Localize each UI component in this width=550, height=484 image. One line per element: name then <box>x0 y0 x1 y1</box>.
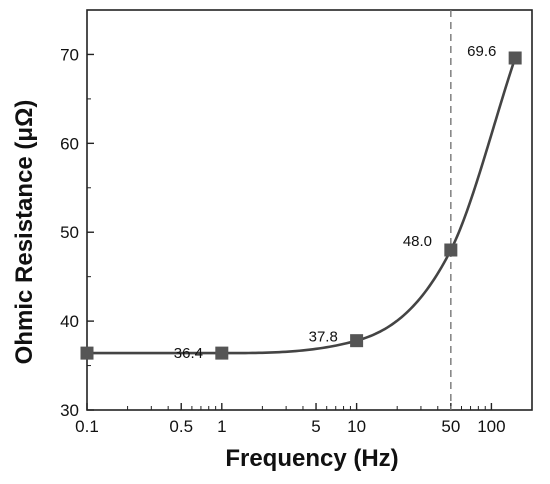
y-axis-title: Ohmic Resistance (μΩ) <box>11 100 38 365</box>
x-tick-label: 10 <box>347 417 366 436</box>
data-point <box>215 346 229 360</box>
data-point <box>508 51 522 65</box>
data-label: 69.6 <box>467 43 496 60</box>
axis-tick-labels: 0.1 0.5 1 5 10 50 100 30 40 50 60 70 <box>60 45 506 436</box>
y-tick-label: 30 <box>60 401 79 420</box>
plot-frame <box>86 9 533 411</box>
y-tick-label: 70 <box>60 45 79 64</box>
y-tick-label: 40 <box>60 312 79 331</box>
data-label: 37.8 <box>309 329 338 346</box>
x-axis-title: Frequency (Hz) <box>225 445 398 472</box>
data-markers <box>80 51 522 360</box>
y-tick-label: 50 <box>60 223 79 242</box>
data-point <box>80 346 94 360</box>
x-tick-label: 100 <box>477 417 505 436</box>
x-tick-label: 0.5 <box>169 417 193 436</box>
data-label: 36.4 <box>174 345 203 362</box>
x-tick-label: 50 <box>441 417 460 436</box>
data-point <box>350 334 364 348</box>
plot-border <box>86 9 533 411</box>
data-point <box>444 243 458 257</box>
data-label: 48.0 <box>403 233 432 250</box>
data-labels: 36.4 37.8 48.0 69.6 <box>174 43 497 362</box>
x-tick-label: 5 <box>311 417 320 436</box>
x-tick-label: 1 <box>217 417 226 436</box>
axis-ticks <box>86 53 533 411</box>
x-tick-label: 0.1 <box>75 417 99 436</box>
y-tick-label: 60 <box>60 134 79 153</box>
